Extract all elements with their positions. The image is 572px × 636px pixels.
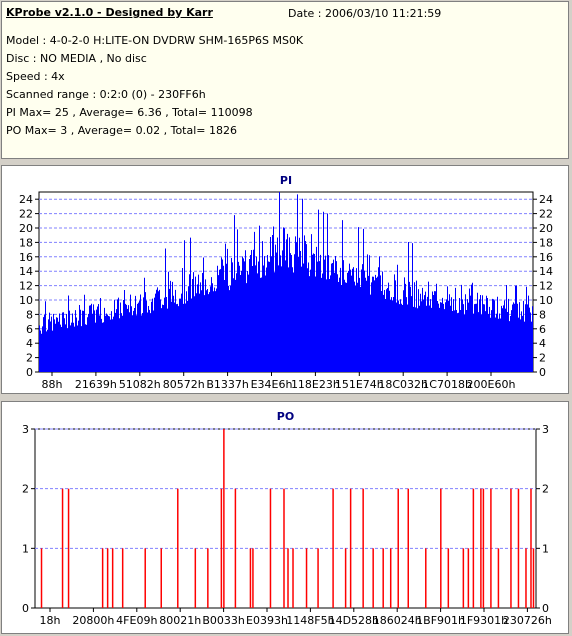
x-tick-label: E34E6h (251, 378, 293, 391)
y-tick-label-right: 0 (542, 602, 549, 615)
x-tick-label: 4FE09h (116, 614, 157, 627)
y-tick-label-right: 14 (539, 265, 553, 278)
y-tick-label: 24 (19, 193, 33, 206)
plot-frame (34, 428, 537, 609)
x-tick-label: 14D528h (329, 614, 379, 627)
po-chart-panel: PO 0 0 1 1 2 2 3 3 18h 20800h 4FE09h 80021h B0033h E03… (1, 401, 569, 634)
chart-title: PO (277, 410, 294, 423)
y-tick-label-right: 10 (539, 294, 553, 307)
y-tick-label-right: 0 (539, 366, 546, 379)
y-tick-label: 4 (26, 337, 33, 350)
y-tick-label: 1 (22, 542, 29, 555)
y-tick-label-right: 3 (542, 423, 549, 436)
y-tick-label: 14 (19, 265, 33, 278)
y-tick-label: 0 (22, 602, 29, 615)
y-tick-label-right: 2 (542, 483, 549, 496)
disc-line: Disc : NO MEDIA , No disc (6, 52, 147, 65)
y-tick-label-right: 4 (539, 337, 546, 350)
y-tick-label: 20 (19, 222, 33, 235)
y-tick-label-right: 20 (539, 222, 553, 235)
chart-title: PI (280, 174, 292, 187)
speed-line: Speed : 4x (6, 70, 65, 83)
x-tick-label: 230726h (503, 614, 552, 627)
x-tick-label: B1337h (206, 378, 249, 391)
x-tick-label: 80021h (159, 614, 201, 627)
y-tick-label: 6 (26, 323, 33, 336)
y-tick-label: 10 (19, 294, 33, 307)
x-tick-label: 88h (42, 378, 63, 391)
y-tick-label-right: 6 (539, 323, 546, 336)
x-tick-label: 20800h (72, 614, 114, 627)
y-tick-label: 22 (19, 208, 33, 221)
y-tick-label-right: 1 (542, 542, 549, 555)
x-tick-label: 186024h (373, 614, 422, 627)
y-tick-label-right: 18 (539, 236, 553, 249)
x-tick-label: 1F9301h (460, 614, 508, 627)
x-tick-label: 21639h (75, 378, 117, 391)
y-tick-label: 0 (26, 366, 33, 379)
y-tick-label-right: 2 (539, 352, 546, 365)
y-tick-label: 12 (19, 280, 33, 293)
y-tick-label: 18 (19, 236, 33, 249)
x-tick-label: 18C032h (378, 378, 428, 391)
pi-stats-line: PI Max= 25 , Average= 6.36 , Total= 1100… (6, 106, 253, 119)
y-tick-label-right: 16 (539, 251, 553, 264)
x-tick-label: 51082h (119, 378, 161, 391)
x-tick-label: 18h (40, 614, 61, 627)
x-tick-label: 1C7018h (422, 378, 472, 391)
x-tick-label: B0033h (202, 614, 245, 627)
y-tick-label: 2 (26, 352, 33, 365)
y-tick-label-right: 12 (539, 280, 553, 293)
po-chart: PO 0 0 1 1 2 2 3 3 18h 20800h 4FE09h 80021h B0033h E03… (22, 410, 552, 627)
scan-date: Date : 2006/03/10 11:21:59 (288, 7, 442, 20)
y-tick-label: 3 (22, 423, 29, 436)
model-line: Model : 4-0-2-0 H:LITE-ON DVDRW SHM-165P… (6, 34, 304, 47)
y-tick-label: 8 (26, 308, 33, 321)
app-title: KProbe v2.1.0 - Designed by Karr (6, 6, 213, 19)
x-tick-label: 200E60h (467, 378, 516, 391)
x-tick-label: 1148F5h (286, 614, 334, 627)
y-tick-label-right: 8 (539, 308, 546, 321)
x-tick-label: E0393h (246, 614, 288, 627)
pi-chart-panel: PI 0 0 2 2 4 4 6 6 8 8 10 10 12 12 14 14 16 16 18 18 20 20 22 22… (1, 165, 569, 394)
x-tick-label: 1BF901h (416, 614, 465, 627)
y-tick-label: 2 (22, 483, 29, 496)
range-line: Scanned range : 0:2:0 (0) - 230FF6h (6, 88, 206, 101)
y-tick-label: 16 (19, 251, 33, 264)
po-stats-line: PO Max= 3 , Average= 0.02 , Total= 1826 (6, 124, 237, 137)
x-tick-label: 151E74h (335, 378, 384, 391)
y-tick-label-right: 22 (539, 208, 553, 221)
x-tick-label: 118E23h (291, 378, 340, 391)
info-panel: KProbe v2.1.0 - Designed by Karr Date : … (1, 1, 569, 159)
x-tick-label: 80572h (163, 378, 205, 391)
y-tick-label-right: 24 (539, 193, 553, 206)
